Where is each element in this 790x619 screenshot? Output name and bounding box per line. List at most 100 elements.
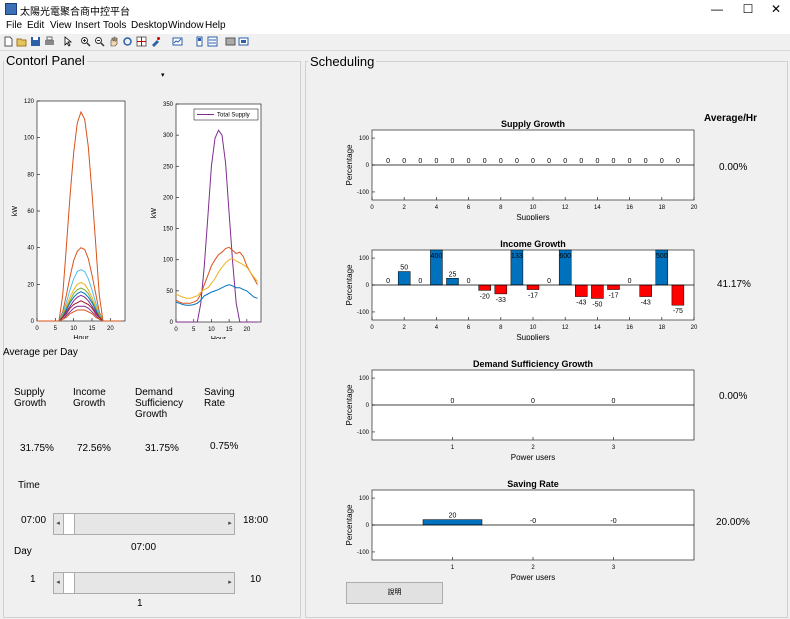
menu-tools[interactable]: Tools (103, 20, 127, 31)
data-cursor-icon[interactable] (136, 36, 147, 47)
data-label: 500 (656, 253, 668, 260)
x-tick-label: 16 (626, 205, 633, 211)
y-tick-label: 200 (163, 195, 174, 201)
menu-window[interactable]: Window (168, 20, 204, 31)
maximize-button[interactable]: ☐ (742, 2, 754, 16)
data-label: -0 (530, 518, 536, 525)
insert-colorbar-icon[interactable] (194, 36, 205, 47)
slider-left-arrow-icon[interactable]: ◂ (56, 520, 60, 527)
supply-growth-average: 0.00% (719, 162, 748, 173)
y-tick-label: 0 (366, 523, 370, 529)
minimize-button[interactable]: — (711, 2, 723, 16)
data-label: 0 (386, 158, 390, 165)
time-slider-thumb[interactable] (63, 514, 75, 534)
demand-sufficiency-growth-average: 0.00% (719, 391, 748, 402)
x-tick-label: 20 (107, 326, 114, 332)
x-tick-label: 0 (370, 325, 374, 331)
x-tick-label: 10 (208, 327, 215, 333)
data-label: 0 (612, 398, 616, 405)
pan-icon[interactable] (108, 36, 119, 47)
series-line (176, 129, 258, 323)
bar (607, 284, 620, 290)
series-line (175, 257, 258, 299)
y-tick-label: 40 (27, 246, 34, 252)
y-tick-label: 100 (359, 256, 370, 262)
chart-title: Supply Growth (501, 119, 565, 129)
print-icon[interactable] (44, 36, 55, 47)
menu-insert[interactable]: Insert (75, 20, 101, 31)
data-label: 0 (467, 278, 471, 285)
series-line (175, 284, 258, 306)
y-tick-label: 150 (163, 227, 174, 233)
y-tick-label: 80 (27, 172, 34, 178)
y-tick-label: -100 (357, 430, 370, 436)
x-axis-label: Suppliers (516, 213, 549, 220)
slider-left-arrow-icon[interactable]: ◂ (56, 579, 60, 586)
zoom-in-icon[interactable] (80, 36, 91, 47)
y-tick-label: 300 (163, 133, 174, 139)
data-label: 0 (402, 158, 406, 165)
menu-file[interactable]: File (6, 20, 23, 31)
menu-desktop[interactable]: Desktop (131, 20, 168, 31)
menu-help[interactable]: Help (205, 20, 226, 31)
rotate-icon[interactable] (122, 36, 133, 47)
y-tick-label: 350 (163, 102, 174, 108)
menu-edit[interactable]: Edit (27, 20, 45, 31)
data-label: 0 (451, 398, 455, 405)
window-title: 太陽光電聚合商中控平台 (20, 7, 130, 18)
pointer-icon[interactable] (62, 36, 73, 47)
close-button[interactable]: ✕ (770, 2, 782, 16)
x-tick-label: 0 (370, 205, 374, 211)
day-max-label: 10 (250, 574, 262, 585)
x-tick-label: 14 (594, 325, 601, 331)
insert-legend-icon[interactable] (207, 36, 218, 47)
y-tick-label: 100 (163, 258, 174, 264)
y-axis-label: kW (151, 208, 158, 219)
bar (575, 284, 588, 297)
supply-growth-chart: Supply Growth -100 0 100 0 2 4 6 8 10 12 14 16 18 20 Su… (345, 119, 698, 220)
hide-plot-tools-icon[interactable] (225, 36, 236, 47)
bar (591, 284, 604, 299)
day-slider[interactable]: ◂ ▸ (53, 572, 235, 594)
data-label: -17 (528, 293, 538, 300)
supply-growth-header: Supply Growth (14, 387, 47, 409)
data-label: -75 (673, 308, 683, 315)
y-axis-label: Percentage (345, 384, 354, 425)
bar (526, 284, 540, 290)
brush-icon[interactable] (150, 36, 161, 47)
save-icon[interactable] (30, 36, 41, 47)
show-plot-tools-icon[interactable] (238, 36, 249, 47)
x-tick-label: 8 (499, 325, 503, 331)
help-button[interactable]: 說明 (346, 582, 443, 604)
data-label: 0 (595, 158, 599, 165)
zoom-out-icon[interactable] (94, 36, 105, 47)
day-value-label: 1 (137, 598, 143, 609)
total-supply-chart: 0 50 100 150 200 250 300 350 0 5 10 15 20 Hour kW Total… (151, 102, 262, 339)
brush-dropdown-icon[interactable]: ▾ (161, 72, 165, 79)
data-label: 0 (531, 158, 535, 165)
data-label: 0 (547, 278, 551, 285)
time-slider[interactable]: ◂ ▸ (53, 513, 235, 535)
x-axis-label: Hour (73, 335, 89, 339)
day-slider-thumb[interactable] (63, 573, 75, 593)
menu-view[interactable]: View (50, 20, 72, 31)
legend-box (193, 108, 259, 121)
y-tick-label: 100 (24, 136, 35, 142)
slider-right-arrow-icon[interactable]: ▸ (228, 579, 232, 586)
x-tick-label: 0 (35, 326, 39, 332)
y-tick-label: 120 (24, 99, 35, 105)
bar (671, 284, 685, 306)
data-label: 0 (563, 158, 567, 165)
title-bar: 太陽光電聚合商中控平台 — ☐ ✕ (0, 0, 790, 18)
x-tick-label: 3 (612, 445, 616, 451)
y-tick-label: 0 (170, 320, 174, 326)
open-folder-icon[interactable] (16, 36, 27, 47)
saving-rate-average: 20.00% (716, 517, 750, 528)
link-plot-icon[interactable] (172, 36, 183, 47)
slider-right-arrow-icon[interactable]: ▸ (228, 520, 232, 527)
x-tick-label: 20 (691, 205, 698, 211)
data-label: -17 (608, 293, 618, 300)
demand-sufficiency-growth-chart: Demand Sufficiency Growth -100 0 100 1 2 3 Powe… (345, 359, 695, 460)
new-file-icon[interactable] (3, 36, 14, 47)
bar (422, 519, 483, 526)
